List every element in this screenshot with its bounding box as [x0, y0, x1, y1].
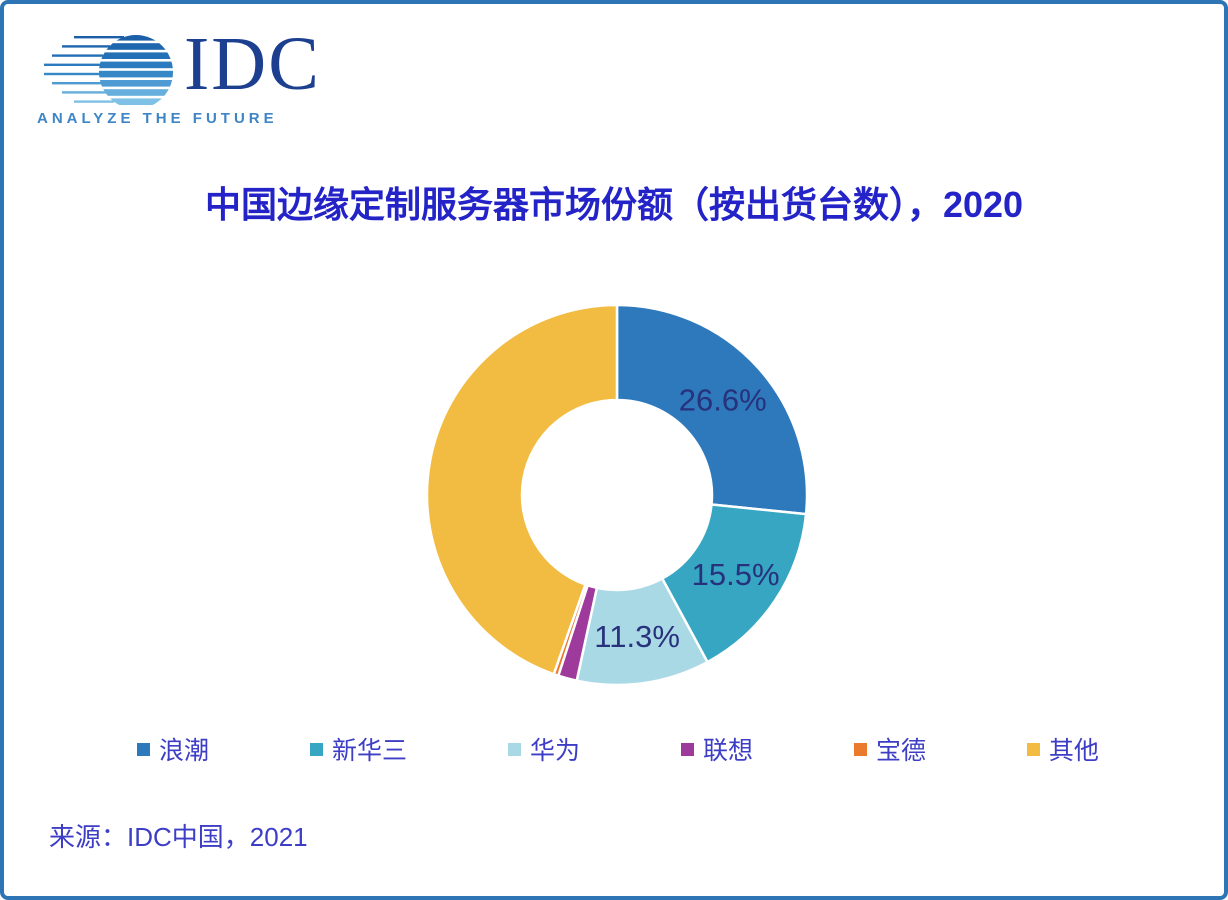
- legend-item-5: 宝德: [853, 731, 926, 767]
- slice-data-label: 11.3%: [594, 619, 680, 654]
- legend-item-2: 新华三: [309, 731, 407, 767]
- idc-tagline: ANALYZE THE FUTURE: [37, 110, 278, 127]
- legend-swatch-icon: [137, 742, 150, 756]
- chart-legend: 浪潮 新华三 华为 联想 宝德 其他: [137, 732, 1099, 766]
- donut-slice-1: [615, 303, 809, 516]
- legend-swatch-icon: [680, 742, 694, 756]
- legend-label: 浪潮: [159, 737, 210, 765]
- legend-label: 新华三: [331, 737, 407, 765]
- slice-data-label: 26.6%: [679, 382, 767, 417]
- legend-item-3: 华为: [507, 731, 580, 767]
- chart-area: 26.6% 15.5% 11.3%: [402, 290, 832, 710]
- legend-label: 华为: [529, 737, 580, 765]
- legend-label: 联想: [702, 737, 753, 765]
- legend-label: 宝德: [875, 737, 926, 765]
- legend-swatch-icon: [853, 742, 867, 756]
- donut-slice-2: [660, 503, 808, 664]
- legend-swatch-icon: [309, 742, 323, 756]
- donut-slice-6: [425, 303, 619, 676]
- legend-label: 其他: [1048, 737, 1099, 765]
- source-note: 来源：IDC中国，2021: [49, 822, 308, 852]
- legend-item-4: 联想: [680, 731, 753, 767]
- donut-chart: 26.6% 15.5% 11.3%: [425, 303, 809, 687]
- legend-item-1: 浪潮: [137, 731, 209, 767]
- legend-swatch-icon: [507, 742, 521, 756]
- idc-brand-text: IDC: [184, 22, 321, 106]
- legend-swatch-icon: [1026, 742, 1040, 756]
- idc-logo: IDC ANALYZE THE FUTURE: [34, 22, 334, 128]
- chart-title: 中国边缘定制服务器市场份额（按出货台数），2020: [204, 184, 1024, 225]
- legend-item-6: 其他: [1026, 731, 1099, 767]
- idc-globe-icon: [44, 35, 173, 105]
- slice-data-label: 15.5%: [692, 557, 780, 592]
